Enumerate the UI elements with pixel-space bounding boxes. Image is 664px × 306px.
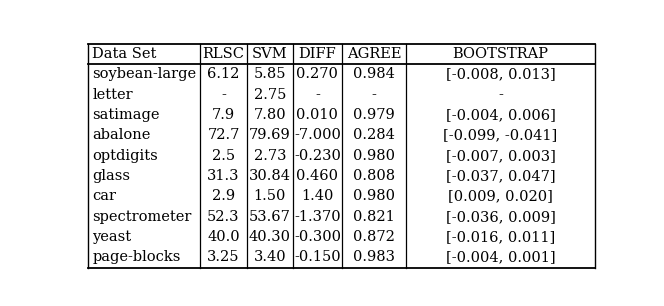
Text: -0.300: -0.300: [294, 230, 341, 244]
Text: -: -: [498, 88, 503, 102]
Text: 40.0: 40.0: [207, 230, 240, 244]
Text: 1.50: 1.50: [254, 189, 286, 203]
Text: 72.7: 72.7: [207, 128, 240, 142]
Text: 53.67: 53.67: [249, 210, 291, 224]
Text: RLSC: RLSC: [203, 47, 244, 61]
Text: 0.872: 0.872: [353, 230, 395, 244]
Text: 0.010: 0.010: [296, 108, 339, 122]
Text: [-0.099, -0.041]: [-0.099, -0.041]: [444, 128, 558, 142]
Text: 0.983: 0.983: [353, 250, 395, 264]
Text: 0.979: 0.979: [353, 108, 395, 122]
Text: -: -: [372, 88, 376, 102]
Text: [0.009, 0.020]: [0.009, 0.020]: [448, 189, 553, 203]
Text: 3.25: 3.25: [207, 250, 240, 264]
Text: soybean-large: soybean-large: [92, 67, 197, 81]
Text: 7.80: 7.80: [254, 108, 286, 122]
Text: -0.230: -0.230: [294, 149, 341, 163]
Text: [-0.008, 0.013]: [-0.008, 0.013]: [446, 67, 556, 81]
Text: SVM: SVM: [252, 47, 288, 61]
Text: 0.980: 0.980: [353, 149, 395, 163]
Text: AGREE: AGREE: [347, 47, 401, 61]
Text: 0.808: 0.808: [353, 169, 395, 183]
Text: [-0.037, 0.047]: [-0.037, 0.047]: [446, 169, 555, 183]
Text: -1.370: -1.370: [294, 210, 341, 224]
Text: car: car: [92, 189, 116, 203]
Text: optdigits: optdigits: [92, 149, 158, 163]
Text: 0.821: 0.821: [353, 210, 395, 224]
Text: spectrometer: spectrometer: [92, 210, 192, 224]
Text: letter: letter: [92, 88, 133, 102]
Text: 0.984: 0.984: [353, 67, 395, 81]
Text: 31.3: 31.3: [207, 169, 240, 183]
Text: yeast: yeast: [92, 230, 131, 244]
Text: 3.40: 3.40: [254, 250, 286, 264]
Text: 2.75: 2.75: [254, 88, 286, 102]
Text: satimage: satimage: [92, 108, 160, 122]
Text: 2.73: 2.73: [254, 149, 286, 163]
Text: -7.000: -7.000: [294, 128, 341, 142]
Text: [-0.004, 0.001]: [-0.004, 0.001]: [446, 250, 555, 264]
Text: [-0.016, 0.011]: [-0.016, 0.011]: [446, 230, 555, 244]
Text: 5.85: 5.85: [254, 67, 286, 81]
Text: [-0.004, 0.006]: [-0.004, 0.006]: [446, 108, 556, 122]
Text: 7.9: 7.9: [212, 108, 235, 122]
Text: [-0.036, 0.009]: [-0.036, 0.009]: [446, 210, 556, 224]
Text: -: -: [221, 88, 226, 102]
Text: 0.460: 0.460: [296, 169, 339, 183]
Text: 2.5: 2.5: [212, 149, 235, 163]
Text: glass: glass: [92, 169, 130, 183]
Text: 30.84: 30.84: [249, 169, 291, 183]
Text: Data Set: Data Set: [92, 47, 157, 61]
Text: page-blocks: page-blocks: [92, 250, 181, 264]
Text: -0.150: -0.150: [294, 250, 341, 264]
Text: 0.284: 0.284: [353, 128, 395, 142]
Text: 0.270: 0.270: [296, 67, 339, 81]
Text: abalone: abalone: [92, 128, 151, 142]
Text: 0.980: 0.980: [353, 189, 395, 203]
Text: [-0.007, 0.003]: [-0.007, 0.003]: [446, 149, 556, 163]
Text: 79.69: 79.69: [249, 128, 291, 142]
Text: -: -: [315, 88, 320, 102]
Text: DIFF: DIFF: [299, 47, 336, 61]
Text: 2.9: 2.9: [212, 189, 235, 203]
Text: BOOTSTRAP: BOOTSTRAP: [453, 47, 548, 61]
Text: 1.40: 1.40: [301, 189, 333, 203]
Text: 52.3: 52.3: [207, 210, 240, 224]
Text: 40.30: 40.30: [249, 230, 291, 244]
Text: 6.12: 6.12: [207, 67, 240, 81]
